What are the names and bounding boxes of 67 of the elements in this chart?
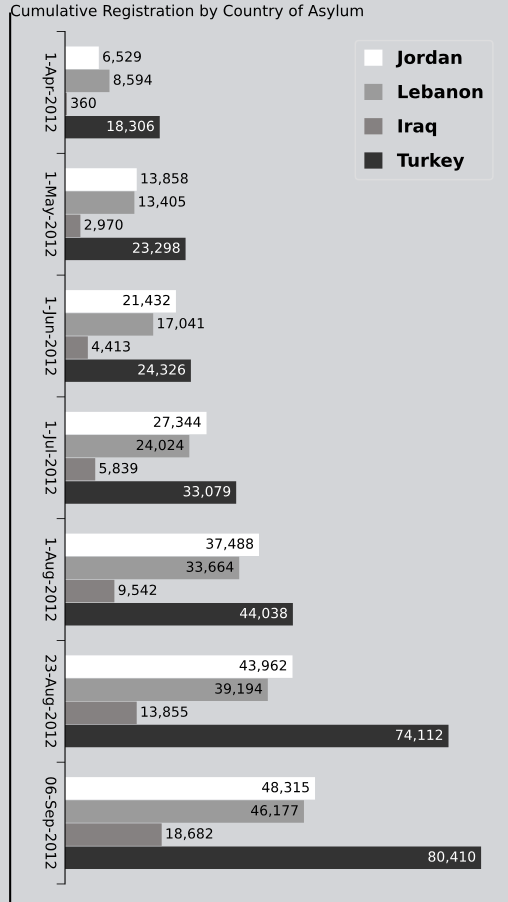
data-label: 44,038 [240, 608, 287, 620]
bar [65, 702, 137, 724]
y-tick-label: 1-May-2012 [42, 172, 56, 256]
data-label: 18,682 [166, 828, 212, 840]
y-tick-label: 06-Sep-2012 [42, 777, 56, 868]
data-label: 46,177 [251, 805, 298, 817]
bar [65, 724, 449, 748]
data-label: 4,413 [92, 341, 130, 354]
data-label: 8,594 [114, 74, 152, 86]
bar [65, 481, 236, 504]
data-label: 24,024 [136, 440, 184, 452]
y-tick-label: 23-Aug-2012 [42, 655, 56, 748]
y-tick-label: 1-Jun-2012 [42, 297, 56, 375]
bar [65, 238, 186, 260]
data-label: 9,542 [118, 584, 156, 597]
data-label: 24,326 [138, 364, 186, 376]
bar [65, 556, 240, 580]
bar [65, 191, 134, 214]
data-label: 5,839 [100, 462, 138, 475]
legend-label: Iraq [398, 119, 436, 136]
data-label: 37,488 [206, 538, 254, 550]
bar [65, 800, 304, 823]
bar [65, 678, 268, 701]
bar [65, 655, 292, 678]
bar [65, 46, 99, 69]
data-label: 43,962 [240, 660, 286, 672]
bar [65, 580, 114, 602]
bar [65, 458, 96, 481]
bar [65, 534, 260, 556]
bar [65, 412, 207, 434]
data-label: 360 [71, 98, 96, 108]
y-tick-label: 1-Apr-2012 [42, 54, 56, 132]
data-label: 13,858 [142, 173, 188, 185]
bar [65, 823, 162, 846]
data-label: 48,315 [262, 782, 309, 794]
y-tick-label: 1-Aug-2012 [42, 538, 56, 621]
data-label: 18,306 [108, 120, 154, 133]
data-label: 21,432 [123, 294, 170, 307]
data-label: 17,041 [158, 318, 204, 330]
data-label: 39,194 [215, 683, 262, 696]
legend-label: Lebanon [398, 84, 482, 98]
data-label: 33,664 [186, 561, 234, 574]
bar [65, 846, 482, 869]
y-tick-label: 1-Jul-2012 [42, 422, 57, 494]
bar [65, 603, 293, 626]
data-label: 13,855 [142, 706, 188, 718]
legend-label: Jordan [396, 50, 462, 68]
bar [65, 70, 110, 92]
bar [65, 777, 316, 800]
data-label: 2,970 [84, 219, 123, 232]
bar [65, 214, 80, 238]
data-label: 13,405 [139, 196, 186, 208]
bar [65, 290, 176, 313]
data-label: 27,344 [154, 416, 201, 429]
bar [65, 313, 154, 336]
bar [65, 336, 88, 359]
bar [65, 434, 190, 458]
data-label: 33,079 [184, 486, 230, 498]
data-label: 80,410 [428, 851, 476, 864]
chart-title: Cumulative Registration by Country of Asylum [11, 4, 363, 20]
bar [65, 168, 137, 191]
bar [65, 116, 160, 138]
legend-label: Turkey [396, 152, 464, 171]
bar [65, 359, 191, 382]
data-label: 6,529 [103, 51, 141, 64]
data-label: 23,298 [133, 242, 180, 254]
data-label: 74,112 [396, 730, 442, 742]
